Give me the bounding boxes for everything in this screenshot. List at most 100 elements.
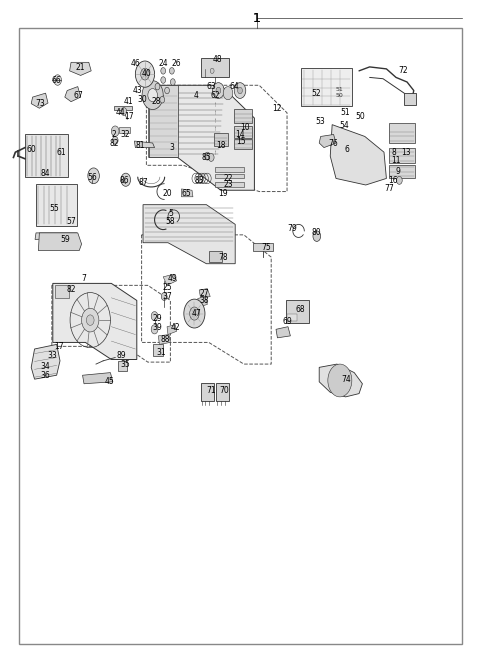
Text: 59: 59 [60,235,70,244]
Text: 10: 10 [240,123,250,133]
Text: 62: 62 [210,91,220,100]
Circle shape [204,152,210,160]
Text: 34: 34 [41,361,50,371]
Polygon shape [83,373,113,384]
Polygon shape [134,141,155,148]
Text: 11: 11 [391,156,401,165]
Bar [119,127,130,133]
Text: 64: 64 [229,82,239,91]
Text: 87: 87 [138,178,148,187]
Circle shape [169,68,174,74]
Circle shape [121,108,127,115]
Circle shape [208,154,214,161]
Bar [234,139,252,149]
Circle shape [148,89,157,102]
Circle shape [151,325,158,334]
Circle shape [54,75,61,85]
Bar [36,184,77,226]
Text: 2: 2 [112,130,117,139]
Text: 22: 22 [223,174,233,183]
Circle shape [190,307,199,320]
Circle shape [151,312,158,321]
Text: 19: 19 [218,189,228,198]
Text: 86: 86 [119,176,129,185]
Text: 65: 65 [181,189,191,198]
Bar [389,123,415,143]
Polygon shape [70,62,91,75]
Text: 46: 46 [131,59,141,68]
Bar [389,148,415,163]
Text: 31: 31 [156,348,166,358]
Text: 42: 42 [170,323,180,333]
Bar [214,133,228,146]
Circle shape [184,299,205,328]
Bar [215,182,244,187]
Text: 78: 78 [218,253,228,262]
Bar [201,58,229,77]
Text: 30: 30 [137,95,147,104]
Text: 14: 14 [235,130,245,139]
Text: 36: 36 [41,371,50,380]
Text: 56: 56 [87,173,97,182]
Text: 32: 32 [120,130,130,139]
Text: 23: 23 [223,180,233,190]
Polygon shape [38,233,82,251]
Text: 24: 24 [158,59,168,68]
Text: 85: 85 [202,153,211,162]
Bar [55,285,69,298]
Text: 26: 26 [172,59,181,68]
Text: 47: 47 [192,309,202,318]
Circle shape [135,61,155,87]
Text: 18: 18 [216,141,226,150]
Text: 48: 48 [212,54,222,64]
Polygon shape [199,289,210,298]
Polygon shape [330,125,386,185]
Circle shape [313,231,321,241]
Circle shape [213,83,224,98]
Bar [287,314,297,321]
Text: 66: 66 [52,76,61,85]
Text: 74: 74 [342,375,351,384]
Polygon shape [276,327,290,338]
Text: 84: 84 [41,169,50,178]
Text: 29: 29 [153,314,162,323]
Text: 45: 45 [105,377,114,386]
Polygon shape [65,87,81,102]
Bar [253,243,273,251]
Circle shape [142,81,163,110]
Text: 41: 41 [124,97,133,106]
Text: 69: 69 [282,317,292,326]
Text: 3: 3 [169,143,174,152]
Text: 17: 17 [54,342,63,351]
Text: 68: 68 [295,305,305,314]
Polygon shape [319,134,336,148]
Text: 17: 17 [124,112,133,121]
Bar [234,109,252,123]
Text: 81: 81 [135,141,145,150]
Text: 5: 5 [168,209,173,218]
Polygon shape [198,297,207,307]
Text: 76: 76 [329,138,338,148]
Text: 50: 50 [336,93,344,98]
Text: 54: 54 [340,121,349,131]
Text: 43: 43 [132,86,142,95]
Circle shape [161,77,166,83]
Text: 60: 60 [26,145,36,154]
Circle shape [238,87,242,94]
Text: 16: 16 [388,176,397,185]
Bar [25,134,68,177]
Text: 4: 4 [193,91,198,100]
Text: 13: 13 [401,148,410,157]
Bar [404,93,416,105]
Circle shape [112,136,118,144]
Text: 89: 89 [116,351,126,360]
Text: 88: 88 [161,335,170,344]
Polygon shape [53,283,137,359]
Circle shape [328,364,352,397]
Circle shape [216,87,221,94]
Text: 77: 77 [384,184,394,194]
Text: 53: 53 [316,117,325,126]
Text: 1: 1 [253,12,261,25]
Text: 50: 50 [355,112,365,121]
Circle shape [165,87,169,94]
